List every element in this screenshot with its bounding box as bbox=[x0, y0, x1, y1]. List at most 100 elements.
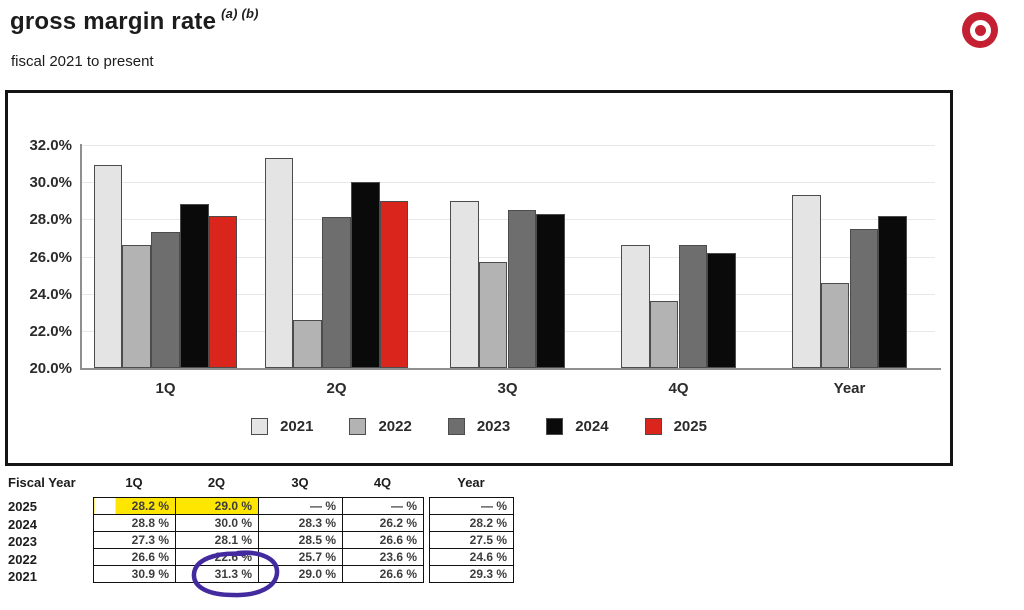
bar-2024-Year bbox=[878, 215, 908, 368]
legend-item-2022: 2022 bbox=[349, 418, 412, 435]
legend-item-2023: 2023 bbox=[447, 418, 511, 435]
bar-2023-3Q bbox=[507, 210, 537, 368]
table-header-3Q: 3Q bbox=[291, 475, 309, 490]
page-subtitle: fiscal 2021 to present bbox=[11, 53, 154, 70]
table-row-label-2023: 2023 bbox=[8, 534, 37, 549]
bar-2023-4Q bbox=[678, 245, 708, 368]
legend-label: 2022 bbox=[378, 418, 412, 435]
table-cell-2024-4Q: 26.2 % bbox=[342, 514, 424, 532]
bar-2021-1Q bbox=[93, 165, 123, 368]
bar-2024-3Q bbox=[536, 213, 566, 368]
table-cell-2024-1Q: 28.8 % bbox=[93, 514, 176, 532]
table-row-2021: 30.9 % 31.3 % 29.0 % 26.6 % 29.3 % bbox=[93, 565, 514, 583]
x-axis-label-2Q: 2Q bbox=[326, 380, 347, 397]
table-cell-2025-3Q: — % bbox=[258, 497, 343, 515]
target-logo-dot bbox=[974, 24, 986, 36]
table-cell-2023-2Q: 28.1 % bbox=[175, 531, 259, 549]
bar-2022-4Q bbox=[649, 301, 679, 368]
bar-2023-1Q bbox=[151, 232, 180, 368]
bar-2025-2Q bbox=[379, 200, 409, 368]
table-cell-2023-4Q: 26.6 % bbox=[342, 531, 424, 549]
y-axis-line bbox=[80, 144, 82, 369]
gridline bbox=[80, 182, 935, 184]
table-values: 28.2 % 29.0 % — % — % — % 28.8 % 30.0 % 28.3 % 2… bbox=[93, 497, 514, 583]
legend-label: 2024 bbox=[575, 418, 609, 435]
target-logo-icon bbox=[962, 12, 998, 48]
table-header-fiscal-year: Fiscal Year bbox=[8, 475, 76, 490]
table-header-2Q: 2Q bbox=[207, 475, 226, 490]
bar-2021-4Q bbox=[620, 245, 650, 368]
legend-item-2024: 2024 bbox=[546, 418, 609, 435]
bar-2025-1Q bbox=[208, 215, 238, 368]
table-cell-2023-Year: 27.5 % bbox=[429, 531, 514, 549]
bar-2022-Year bbox=[820, 282, 850, 368]
bar-2022-3Q bbox=[478, 262, 508, 368]
legend-swatch-2021 bbox=[251, 418, 269, 435]
legend-label: 2025 bbox=[673, 418, 707, 435]
y-tick-label: 30.0% bbox=[29, 174, 72, 192]
table-header-Year: Year bbox=[457, 475, 485, 490]
y-tick-label: 22.0% bbox=[29, 322, 72, 340]
table-row-2022: 26.6 % 22.6 % 25.7 % 23.6 % 24.6 % bbox=[93, 548, 514, 566]
table-cell-2025-4Q: — % bbox=[342, 497, 424, 515]
legend-label: 2021 bbox=[280, 418, 314, 435]
target-logo-ring bbox=[969, 19, 991, 41]
legend-swatch-2023 bbox=[447, 418, 465, 435]
table-cell-2022-4Q: 23.6 % bbox=[342, 548, 424, 566]
table-row-label-2021: 2021 bbox=[8, 569, 37, 584]
chart-legend: 2021 2022 2023 2024 2025 bbox=[8, 418, 950, 435]
table-header-4Q: 4Q bbox=[373, 475, 392, 490]
table-cell-2022-2Q: 22.6 % bbox=[175, 548, 259, 566]
x-axis-label-4Q: 4Q bbox=[668, 380, 689, 397]
table-cell-2021-Year: 29.3 % bbox=[429, 565, 514, 583]
gridline bbox=[80, 145, 935, 146]
table-cell-2023-3Q: 28.5 % bbox=[258, 531, 343, 549]
table-header-1Q: 1Q bbox=[125, 475, 143, 490]
legend-item-2021: 2021 bbox=[251, 418, 313, 435]
table-row-label-2025: 2025 bbox=[8, 499, 37, 514]
table-cell-2025-1Q: 28.2 % bbox=[93, 497, 176, 515]
table-row-label-2022: 2022 bbox=[8, 551, 37, 567]
bar-2021-Year bbox=[791, 195, 821, 368]
x-axis-label-3Q: 3Q bbox=[497, 380, 518, 397]
table-cell-2023-1Q: 27.3 % bbox=[93, 531, 176, 549]
y-tick-label: 28.0% bbox=[29, 211, 72, 229]
table-cell-2025-Year: — % bbox=[429, 497, 514, 515]
y-tick-label: 26.0% bbox=[29, 248, 72, 266]
page-title: gross margin rate (a) (b) bbox=[10, 6, 259, 36]
table-cell-2022-Year: 24.6 % bbox=[429, 548, 514, 566]
table-row-2023: 27.3 % 28.1 % 28.5 % 26.6 % 27.5 % bbox=[93, 531, 514, 549]
table-cell-2021-4Q: 26.6 % bbox=[342, 565, 424, 583]
table-cell-2022-3Q: 25.7 % bbox=[258, 548, 343, 566]
table-cell-2021-2Q: 31.3 % bbox=[175, 565, 259, 583]
legend-swatch-2024 bbox=[546, 418, 564, 435]
table-cell-2025-2Q: 29.0 % bbox=[175, 497, 259, 515]
table-cell-2022-1Q: 26.6 % bbox=[93, 548, 176, 566]
table-row-label-2024: 2024 bbox=[8, 516, 37, 532]
table-cell-2021-1Q: 30.9 % bbox=[93, 565, 176, 583]
table-row-2024: 28.8 % 30.0 % 28.3 % 26.2 % 28.2 % bbox=[93, 514, 514, 532]
bar-2023-2Q bbox=[322, 217, 351, 368]
table-cell-2024-2Q: 30.0 % bbox=[175, 514, 259, 532]
bar-2024-1Q bbox=[179, 204, 209, 368]
legend-swatch-2025 bbox=[644, 418, 662, 435]
bar-2024-2Q bbox=[350, 182, 380, 368]
y-tick-label: 20.0% bbox=[29, 360, 72, 377]
table-cell-2024-3Q: 28.3 % bbox=[258, 514, 343, 532]
bar-2024-4Q bbox=[707, 252, 737, 368]
legend-swatch-2022 bbox=[349, 418, 367, 435]
legend-item-2025: 2025 bbox=[644, 418, 707, 435]
bar-2023-Year bbox=[849, 228, 879, 368]
table-cell-2021-3Q: 29.0 % bbox=[258, 565, 343, 583]
title-footnote-markers: (a) (b) bbox=[221, 6, 259, 21]
bar-2022-2Q bbox=[293, 319, 323, 368]
x-axis-line bbox=[80, 368, 941, 370]
table-row-2025: 28.2 % 29.0 % — % — % — % bbox=[93, 497, 514, 515]
bar-2021-3Q bbox=[449, 200, 479, 368]
chart-panel: 32.0% 30.0% 28.0% 26.0% 24.0% 22.0% 20.0% 1Q 2Q… bbox=[5, 90, 953, 466]
title-text: gross margin rate bbox=[10, 8, 217, 35]
bar-2021-2Q bbox=[264, 158, 294, 368]
legend-label: 2023 bbox=[476, 418, 511, 435]
bar-2022-1Q bbox=[122, 245, 152, 368]
y-tick-label: 32.0% bbox=[29, 137, 72, 154]
